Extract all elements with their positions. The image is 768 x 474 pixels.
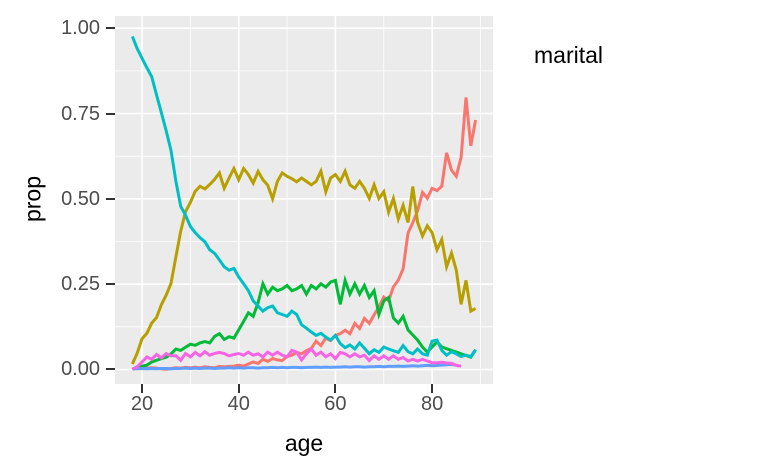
y-tick-mark [106,112,115,115]
line-no-answer [132,362,457,371]
x-tick-mark [141,384,144,393]
x-axis-title: age [284,430,324,456]
x-tick-label: 60 [324,393,347,415]
y-tick-mark [106,27,115,30]
y-tick-label: 0.25 [61,273,100,296]
y-tick-label: 0.75 [61,102,100,125]
x-tick-label: 80 [421,393,444,415]
y-tick-label: 1.00 [61,17,100,40]
y-tick-mark [106,197,115,200]
y-tick-label: 0.50 [61,187,100,210]
plot-panel [115,16,493,384]
x-tick-mark [431,384,434,393]
line-never-married [131,35,477,359]
line-married [131,164,477,365]
x-tick-label: 20 [130,393,154,415]
plot-area [115,16,493,384]
line-separated [131,346,462,371]
legend-title: marital [534,42,604,68]
line-divorced [131,274,477,371]
x-tick-label: 40 [227,393,250,415]
x-tick-mark [237,384,240,393]
x-tick-mark [334,384,337,393]
y-tick-mark [106,283,115,286]
y-tick-label: 0.00 [61,358,100,381]
y-tick-mark [106,368,115,371]
